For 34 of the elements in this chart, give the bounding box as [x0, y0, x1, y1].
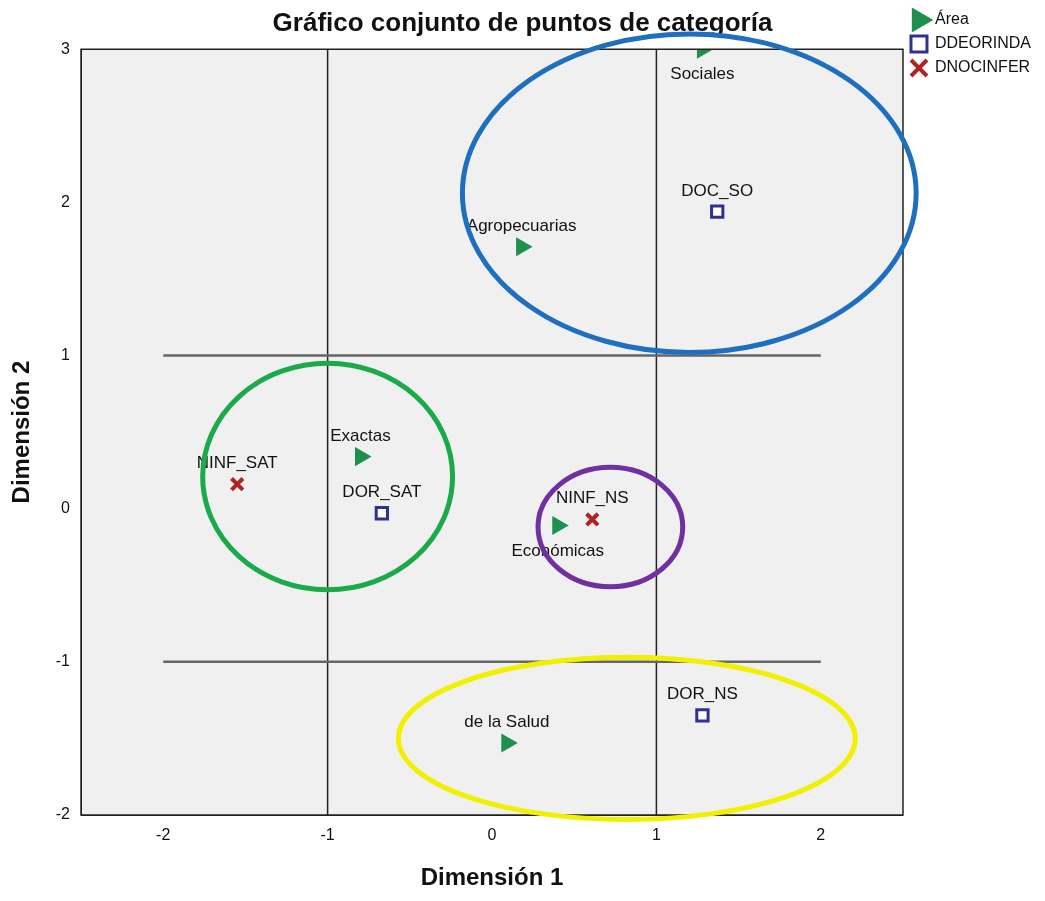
annotation: Agropecuarias [466, 215, 577, 235]
annotation: DOC_SO [681, 180, 754, 200]
x-axis-title: Dimensión 1 [420, 863, 564, 891]
legend-label: DNOCINFER [934, 58, 1031, 76]
point [710, 204, 725, 219]
annotation: NINF_NS [555, 488, 629, 508]
y-tick-label: -2 [55, 805, 71, 823]
point [552, 517, 568, 534]
annotation: Sociales [670, 64, 735, 84]
legend-label: DDEORINDA [934, 34, 1032, 52]
chart-title: Gráfico conjunto de puntos de categoría [272, 6, 773, 37]
y-tick-label: 0 [61, 499, 71, 517]
point [355, 448, 370, 466]
annotation: DOR_NS [667, 684, 738, 704]
y-axis-title: Dimensión 2 [7, 360, 35, 504]
x-tick-label: 2 [816, 826, 826, 844]
point [516, 238, 532, 256]
point [374, 506, 390, 521]
point [695, 708, 710, 723]
y-tick-label: 2 [61, 192, 71, 210]
point [584, 511, 600, 528]
y-tick-label: 3 [61, 39, 71, 57]
point [501, 734, 517, 752]
point [229, 476, 245, 492]
x-tick-label: 0 [487, 826, 497, 844]
x-tick-label: -2 [156, 826, 171, 844]
x-tick-label: 1 [651, 826, 661, 844]
y-tick-label: -1 [55, 652, 71, 670]
y-tick-label: 1 [61, 345, 71, 363]
x-tick-label: -1 [320, 826, 335, 844]
annotation: de la Salud [464, 712, 550, 732]
legend-label: Área [934, 9, 969, 28]
annotation: Exactas [330, 425, 391, 445]
annotation: DOR_SAT [342, 482, 422, 502]
